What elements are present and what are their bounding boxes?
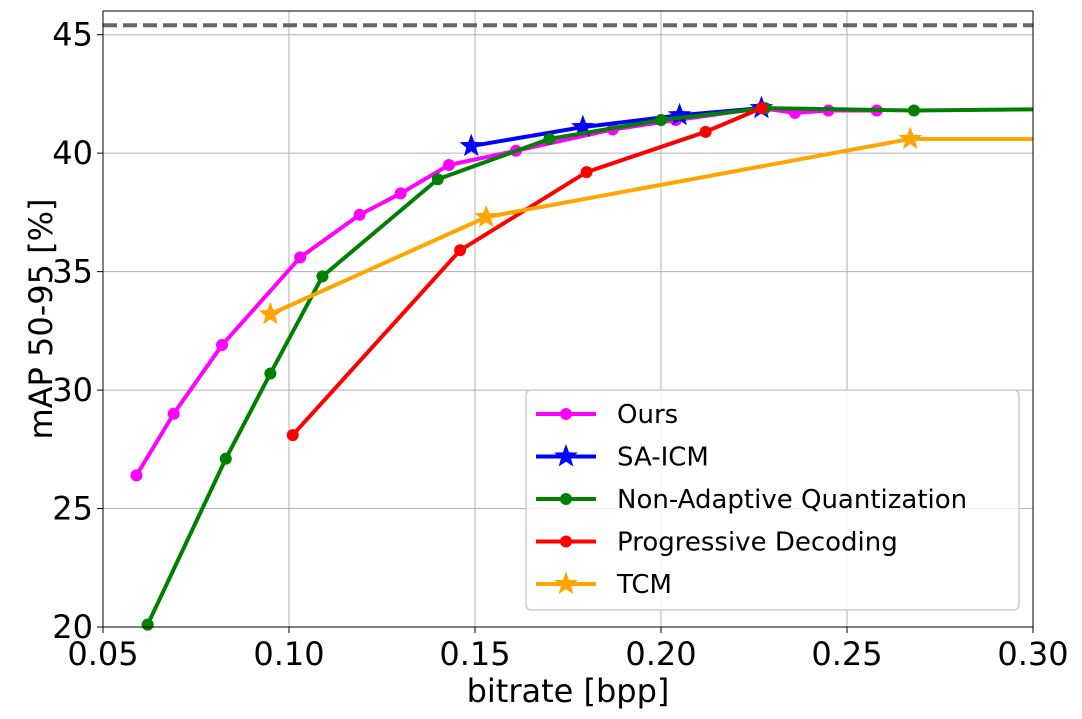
data-point-0-5 bbox=[394, 187, 407, 200]
legend-item-1: SA-ICM bbox=[536, 443, 709, 473]
legend-box bbox=[525, 389, 1020, 611]
legend-label-1: SA-ICM bbox=[617, 443, 709, 473]
data-point-3-0 bbox=[286, 429, 299, 442]
x-tick-label-4: 0.25 bbox=[811, 635, 882, 673]
x-tick-label-0: 0.05 bbox=[67, 635, 138, 673]
data-point-0-1 bbox=[167, 407, 180, 420]
series-line-2 bbox=[145, 106, 1034, 626]
x-tick-label-5: 0.30 bbox=[997, 635, 1068, 673]
legend-marker-4 bbox=[554, 571, 578, 595]
legend-marker-0 bbox=[560, 408, 572, 420]
data-point-3-4 bbox=[755, 102, 768, 115]
legend: Ours SA-ICM Non-Adaptive Quantization Progr… bbox=[525, 389, 1020, 611]
legend-item-4: TCM bbox=[536, 570, 672, 600]
data-point-2-5 bbox=[543, 132, 556, 145]
data-point-0-6 bbox=[442, 159, 455, 171]
legend-label-0: Ours bbox=[617, 400, 678, 430]
x-tick-label-3: 0.20 bbox=[625, 635, 696, 673]
data-point-2-0 bbox=[141, 618, 154, 631]
series-layer bbox=[130, 95, 1034, 631]
ticks: 0.05 0.10 0.15 0.20 0.25 0.30 20 25 30 35 40 45 bbox=[52, 16, 1068, 673]
data-point-2-3 bbox=[316, 270, 329, 283]
data-point-2-2 bbox=[264, 367, 277, 380]
y-tick-label-4: 40 bbox=[52, 134, 93, 172]
y-tick-label-0: 20 bbox=[52, 608, 93, 646]
data-point-0-2 bbox=[216, 339, 229, 352]
legend-item-3: Progressive Decoding bbox=[536, 528, 898, 558]
data-point-0-4 bbox=[353, 208, 366, 221]
y-tick-label-2: 30 bbox=[52, 371, 93, 409]
data-point-4-1 bbox=[474, 204, 498, 228]
data-point-2-8 bbox=[907, 104, 920, 117]
data-point-4-0 bbox=[258, 301, 283, 325]
data-point-3-1 bbox=[454, 244, 467, 257]
data-point-3-3 bbox=[699, 125, 712, 138]
legend-label-2: Non-Adaptive Quantization bbox=[617, 485, 967, 515]
legend-item-2: Non-Adaptive Quantization bbox=[536, 485, 967, 515]
series-4 bbox=[258, 126, 1033, 325]
data-point-4-2 bbox=[898, 126, 923, 150]
x-axis-label: bitrate [bpp] bbox=[467, 672, 670, 710]
legend-label-4: TCM bbox=[616, 570, 672, 600]
data-point-2-1 bbox=[219, 452, 232, 465]
legend-label-3: Progressive Decoding bbox=[617, 528, 898, 558]
legend-marker-3 bbox=[560, 535, 572, 548]
y-tick-label-5: 45 bbox=[52, 16, 93, 54]
legend-marker-2 bbox=[560, 493, 572, 505]
data-point-2-4 bbox=[431, 173, 444, 186]
series-3 bbox=[286, 102, 768, 442]
y-tick-label-1: 25 bbox=[52, 490, 93, 528]
legend-marker-1 bbox=[554, 444, 578, 467]
y-tick-label-3: 35 bbox=[52, 253, 93, 291]
data-point-0-0 bbox=[130, 469, 143, 482]
data-point-2-6 bbox=[655, 113, 667, 126]
legend-item-0: Ours bbox=[536, 400, 678, 430]
x-tick-label-2: 0.15 bbox=[439, 635, 510, 673]
series-line-4 bbox=[269, 136, 1033, 317]
data-point-3-2 bbox=[580, 166, 593, 179]
y-axis-label: mAP 50-95 [%] bbox=[22, 198, 60, 439]
x-tick-label-1: 0.10 bbox=[253, 635, 324, 673]
data-point-1-0 bbox=[459, 133, 484, 157]
plot-frame bbox=[102, 10, 1034, 628]
data-point-0-3 bbox=[294, 251, 307, 264]
